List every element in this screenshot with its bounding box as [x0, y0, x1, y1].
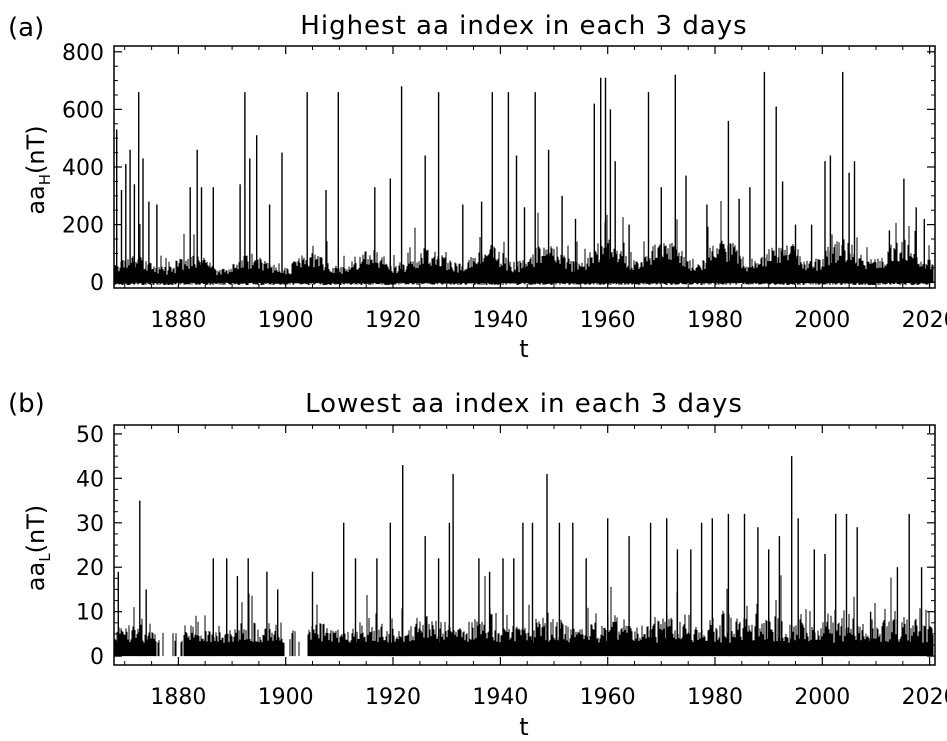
panel-b-xtick-label-2000: 2000 [794, 685, 850, 710]
panel-b-ytick-label-40: 40 [76, 467, 104, 492]
panel-b-xtick-label-1960: 1960 [580, 685, 636, 710]
panel-b-series [114, 456, 934, 657]
panel-b-frame [113, 424, 936, 666]
panel-b-ytick-label-50: 50 [76, 423, 104, 448]
panel-b-ylabel-unit: (nT) [22, 505, 50, 554]
panel-a-ytick-label-400: 400 [62, 156, 104, 181]
panel-a-ylabel-unit: (nT) [22, 125, 50, 174]
panel-a-xtick-label-1880: 1880 [150, 308, 206, 333]
panel-a-ytick-label-200: 200 [62, 214, 104, 239]
svg-text:aaL(nT): aaL(nT) [22, 505, 54, 591]
panel-a-xtick-label-1960: 1960 [580, 308, 636, 333]
panel-b-xtick-label-1920: 1920 [365, 685, 421, 710]
panel-a-label: (a) [8, 13, 44, 43]
svg-text:aaH(nT): aaH(nT) [22, 125, 54, 214]
panel-b-ytick-label-0: 0 [90, 645, 104, 670]
panel-a-xtick-label-1940: 1940 [472, 308, 528, 333]
panel-b-ylabel-sub: L [36, 553, 54, 562]
panel-b-ytick-label-30: 30 [76, 512, 104, 537]
panel-a-ytick-label-0: 0 [90, 271, 104, 296]
panel-a-ylabel: aaH(nT) [22, 125, 54, 214]
panel-a-frame [113, 45, 936, 289]
panel-b-ylabel: aaL(nT) [22, 505, 54, 591]
panel-b-ytick-label-20: 20 [76, 556, 104, 581]
panel-a-ytick-label-600: 600 [62, 98, 104, 123]
panel-a-xtick-label-1980: 1980 [687, 308, 743, 333]
panel-b-xlabel: t [519, 713, 528, 741]
panel-b-label: (b) [8, 389, 45, 419]
panel-a-xtick-label-1920: 1920 [365, 308, 421, 333]
panel-a-xtick-label-1900: 1900 [258, 308, 314, 333]
panel-b-ylabel-main: aa [22, 562, 50, 591]
panel-b-xtick-label-1900: 1900 [258, 685, 314, 710]
panel-a-xtick-label-2000: 2000 [794, 308, 850, 333]
panel-a-xlabel: t [519, 335, 528, 363]
panel-b-xtick-label-1980: 1980 [687, 685, 743, 710]
panel-b-title: Lowest aa index in each 3 days [305, 389, 743, 419]
panel-a-ylabel-sub: H [36, 174, 54, 185]
panel-b: (b) Lowest aa index in each 3 days aaL(n… [8, 389, 947, 741]
panel-a-title: Highest aa index in each 3 days [300, 11, 747, 41]
panel-b-xtick-label-1940: 1940 [472, 685, 528, 710]
panel-a: (a) Highest aa index in each 3 days aaH(… [8, 11, 947, 363]
panel-b-xtick-label-1880: 1880 [150, 685, 206, 710]
panel-b-ytick-label-10: 10 [76, 601, 104, 626]
panel-a-ylabel-main: aa [22, 185, 50, 214]
panel-a-series [114, 71, 934, 286]
panel-a-ytick-label-800: 800 [62, 41, 104, 66]
